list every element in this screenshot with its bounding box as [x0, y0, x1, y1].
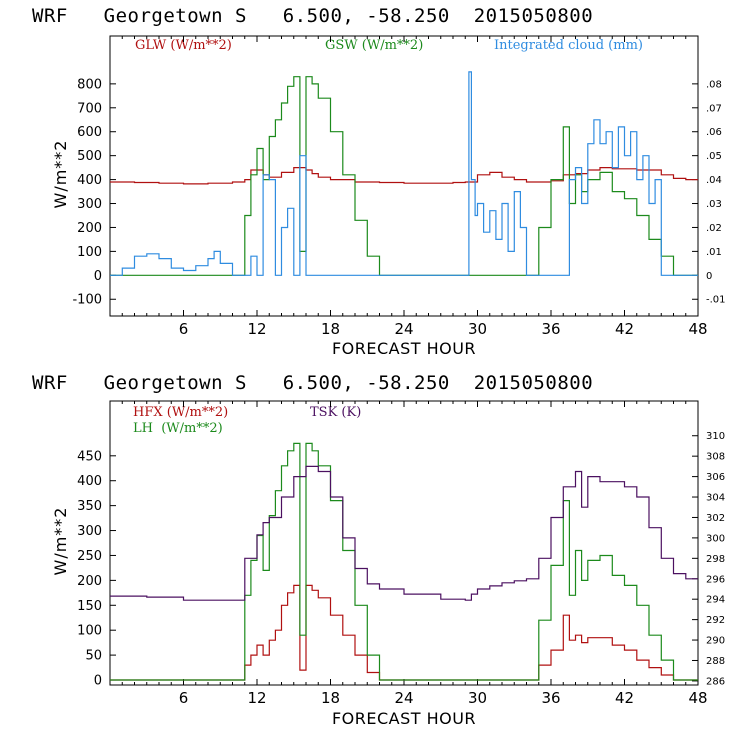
- y-tick-label: 800: [77, 77, 102, 92]
- x-tick-label: 12: [247, 689, 266, 707]
- y-tick-label: 500: [77, 149, 102, 164]
- y2-tick-label: .05: [706, 151, 722, 162]
- y2-tick-label: -.01: [706, 295, 726, 306]
- chart2-legend-hfx: HFX (W/m**2): [133, 405, 228, 420]
- series-line-lh: [110, 442, 698, 681]
- y2-tick-label: 308: [706, 452, 725, 463]
- x-tick-label: 30: [468, 320, 487, 338]
- chart1-x-axis-label: FORECAST HOUR: [332, 339, 476, 358]
- chart2-title: WRF Georgetown S 6.500, -58.250 20150508…: [32, 372, 593, 394]
- x-tick-label: 48: [688, 689, 707, 707]
- y2-tick-label: 300: [706, 533, 725, 544]
- y2-tick-label: .01: [706, 247, 722, 258]
- y-tick-label: 600: [77, 125, 102, 140]
- y-tick-label: 400: [77, 474, 102, 489]
- y-tick-label: -100: [72, 293, 102, 308]
- y2-tick-label: 286: [706, 676, 725, 687]
- chart2-x-axis-label: FORECAST HOUR: [332, 709, 476, 728]
- x-tick-label: 24: [394, 320, 413, 338]
- x-tick-label: 36: [541, 689, 560, 707]
- y2-tick-label: 298: [706, 554, 725, 565]
- x-tick-label: 6: [179, 320, 189, 338]
- y2-tick-label: .03: [706, 199, 722, 210]
- y2-tick-label: 288: [706, 656, 725, 667]
- y2-tick-label: .04: [706, 175, 722, 186]
- y2-tick-label: 0: [706, 271, 712, 282]
- y-tick-label: 0: [94, 674, 102, 689]
- y-tick-label: 100: [77, 624, 102, 639]
- chart1-legend: GLW (W/m**2) GSW (W/m**2) Integrated clo…: [135, 38, 643, 53]
- x-tick-label: 18: [321, 320, 340, 338]
- y2-tick-label: 302: [706, 513, 725, 524]
- chart2-legend: HFX (W/m**2) LH (W/m**2) TSK (K): [133, 405, 361, 436]
- chart2-y-axis-label: W/m**2: [51, 507, 70, 576]
- series-line-hfx: [110, 584, 698, 681]
- y2-tick-label: .07: [706, 103, 722, 114]
- y2-tick-label: .02: [706, 223, 722, 234]
- y2-tick-label: 310: [706, 431, 725, 442]
- x-tick-label: 12: [247, 320, 266, 338]
- x-tick-label: 18: [321, 689, 340, 707]
- chart1-legend-glw: GLW (W/m**2): [135, 38, 232, 53]
- x-tick-label: 24: [394, 689, 413, 707]
- y-tick-label: 400: [77, 173, 102, 188]
- y2-tick-label: 306: [706, 472, 725, 483]
- y-tick-label: 350: [77, 499, 102, 514]
- y-tick-label: 700: [77, 101, 102, 116]
- y2-tick-label: 294: [706, 595, 725, 606]
- y-tick-label: 150: [77, 599, 102, 614]
- chart2-legend-lh: LH (W/m**2): [133, 421, 223, 436]
- y2-tick-label: .08: [706, 79, 722, 90]
- y2-tick-label: 296: [706, 574, 725, 585]
- chart1-plot-frame: [109, 35, 699, 317]
- series-line-integrated: [110, 71, 698, 276]
- y-tick-label: 200: [77, 221, 102, 236]
- chart1-legend-cloud: Integrated cloud (mm): [494, 38, 643, 53]
- chart2-legend-tsk: TSK (K): [310, 405, 361, 420]
- x-tick-label: 30: [468, 689, 487, 707]
- series-line-tsk: [110, 465, 698, 601]
- chart1-legend-gsw: GSW (W/m**2): [325, 38, 423, 53]
- y-tick-label: 0: [94, 269, 102, 284]
- y-tick-label: 50: [85, 649, 102, 664]
- y-tick-label: 100: [77, 245, 102, 260]
- series-line-gsw: [110, 76, 698, 276]
- y-tick-label: 300: [77, 524, 102, 539]
- chart2-plot-frame: [109, 400, 699, 686]
- series-line-glw: [110, 167, 698, 185]
- y-tick-label: 250: [77, 549, 102, 564]
- y-tick-label: 200: [77, 574, 102, 589]
- x-tick-label: 48: [688, 320, 707, 338]
- x-tick-label: 6: [179, 689, 189, 707]
- y-tick-label: 300: [77, 197, 102, 212]
- chart1-title: WRF Georgetown S 6.500, -58.250 20150508…: [32, 5, 593, 27]
- x-tick-label: 42: [615, 689, 634, 707]
- y2-tick-label: 304: [706, 493, 725, 504]
- chart1-y-axis-label: W/m**2: [51, 140, 70, 209]
- y2-tick-label: 290: [706, 636, 725, 647]
- x-tick-label: 36: [541, 320, 560, 338]
- y-tick-label: 450: [77, 449, 102, 464]
- y2-tick-label: 292: [706, 615, 725, 626]
- x-tick-label: 42: [615, 320, 634, 338]
- y2-tick-label: .06: [706, 127, 722, 138]
